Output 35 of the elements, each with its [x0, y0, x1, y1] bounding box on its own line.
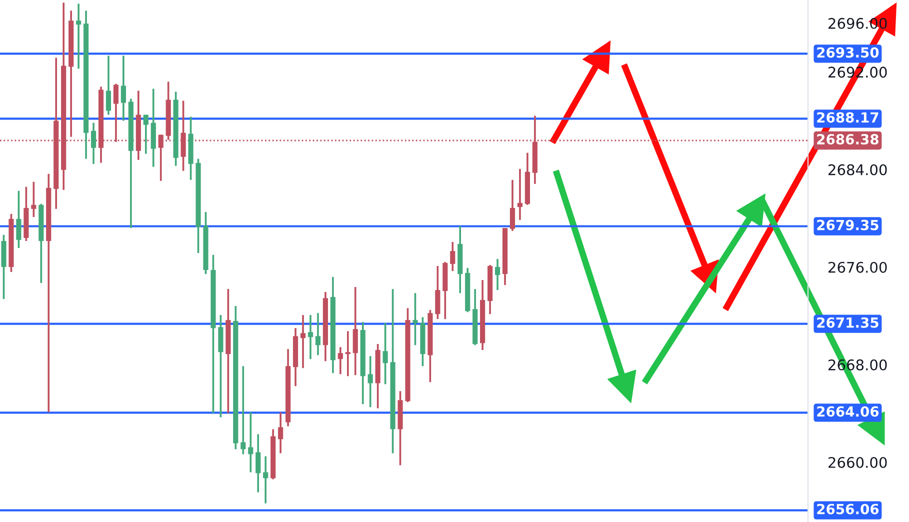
candlestick	[450, 241, 456, 272]
ref-line-label: 2693.50	[817, 47, 879, 58]
candlestick	[143, 114, 148, 155]
candlestick	[300, 314, 306, 369]
candlestick	[278, 411, 284, 454]
ref-line-label: 2656.06	[817, 504, 879, 514]
candlestick	[240, 365, 246, 456]
candlestick	[510, 178, 516, 232]
ref-line-label: 2679.35	[817, 220, 878, 230]
candlestick	[31, 180, 36, 218]
ref-line-label: 2688.17	[817, 112, 878, 123]
candlestick	[158, 134, 164, 182]
candlestick	[315, 312, 321, 356]
y-tick-label: 2660.00	[828, 456, 887, 468]
ref-line-label: 2686.38	[817, 134, 878, 145]
candlestick	[308, 314, 314, 360]
candlestick	[76, 2, 82, 70]
candlestick	[368, 355, 373, 408]
candlestick	[256, 433, 261, 494]
candlestick	[517, 168, 523, 221]
candlestick	[16, 190, 22, 249]
candlestick	[412, 292, 418, 346]
candlestick	[382, 322, 388, 386]
candlestick	[263, 455, 268, 504]
candlestick	[90, 122, 96, 165]
candlestick	[120, 54, 126, 122]
candlestick	[494, 258, 500, 291]
y-tick-label: 2684.00	[828, 164, 887, 176]
y-tick-label: 2676.00	[828, 262, 887, 273]
candlestick	[248, 411, 254, 474]
candlestick	[345, 330, 350, 378]
ref-line-label: 2664.06	[817, 406, 879, 417]
candlestick	[338, 346, 343, 376]
candlestick	[106, 54, 112, 116]
ref-line-label: 2671.35	[817, 317, 878, 328]
